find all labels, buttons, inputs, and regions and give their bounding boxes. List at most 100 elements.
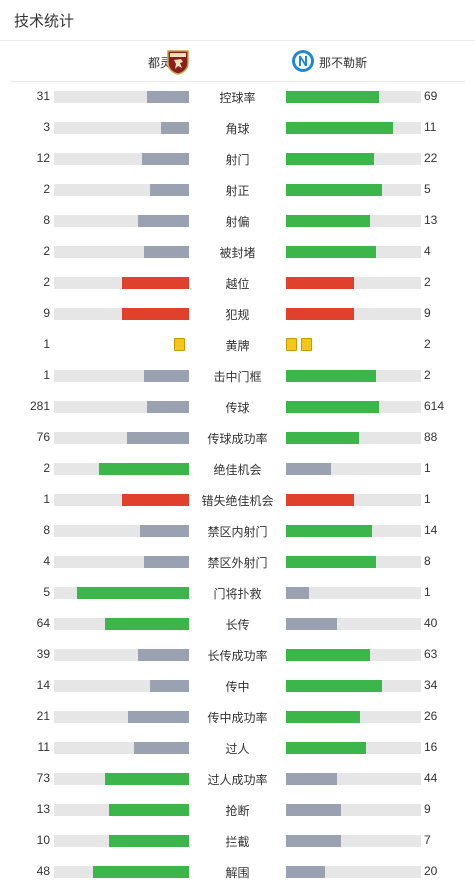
home-stat-value: 2 — [43, 461, 50, 475]
home-bar-track — [54, 277, 189, 289]
home-bar-track — [54, 711, 189, 723]
away-bar-track — [286, 401, 421, 413]
away-bar-fill — [286, 618, 338, 630]
home-stat-value: 2 — [43, 244, 50, 258]
stat-row: 5 门将扑救 1 — [0, 577, 475, 608]
home-bar-track — [54, 494, 189, 506]
away-bar-track — [286, 618, 421, 630]
away-bar-track — [286, 494, 421, 506]
home-stat-value: 12 — [36, 151, 50, 165]
home-stat-value: 39 — [36, 647, 50, 661]
home-stat-value: 1 — [43, 337, 50, 351]
home-bar-fill — [144, 556, 189, 568]
stat-row: 4 禁区外射门 8 — [0, 546, 475, 577]
napoli-crest-icon[interactable] — [291, 49, 315, 73]
home-bar-fill — [149, 184, 189, 196]
away-bar-fill — [286, 866, 326, 878]
stat-row: 21 传中成功率 26 — [0, 701, 475, 732]
stat-row: 64 长传 40 — [0, 608, 475, 639]
home-bar-fill — [121, 494, 189, 506]
home-bar-fill — [105, 618, 189, 630]
stat-row: 12 射门 22 — [0, 143, 475, 174]
stat-label: 门将扑救 — [213, 587, 262, 601]
home-stat-value: 14 — [36, 678, 50, 692]
yellow-card-icon — [286, 338, 297, 351]
stat-row: 1 黄牌 2 — [0, 329, 475, 360]
stat-row: 73 过人成功率 44 — [0, 763, 475, 794]
away-bar-fill — [286, 122, 393, 134]
home-bar-track — [54, 618, 189, 630]
away-bar-fill — [286, 184, 382, 196]
home-stat-value: 1 — [43, 368, 50, 382]
away-bar-track — [286, 680, 421, 692]
home-bar-fill — [93, 866, 189, 878]
stat-row: 8 禁区内射门 14 — [0, 515, 475, 546]
home-team-name[interactable]: 都灵 — [147, 56, 172, 70]
stat-label: 传中 — [225, 680, 250, 694]
home-stat-value: 2 — [43, 275, 50, 289]
stat-label: 拦截 — [225, 835, 250, 849]
stat-row: 8 射偏 13 — [0, 205, 475, 236]
away-bar-fill — [286, 370, 377, 382]
away-bar-fill — [286, 91, 380, 103]
stat-row: 1 击中门框 2 — [0, 360, 475, 391]
away-stat-value: 2 — [424, 368, 431, 382]
home-bar-track — [54, 804, 189, 816]
stat-row: 1 错失绝佳机会 1 — [0, 484, 475, 515]
home-bar-track — [54, 122, 189, 134]
away-bar-fill — [286, 215, 370, 227]
stats-list: 31 控球率 69 3 角球 11 12 射门 22 2 射正 5 8 射偏 13 2 被封堵 4 2 越位 2 9 犯规 9… — [0, 81, 475, 887]
home-bar-fill — [98, 463, 189, 475]
stat-label: 越位 — [225, 277, 250, 291]
away-yellow-cards — [286, 338, 316, 351]
stat-row: 3 角球 11 — [0, 112, 475, 143]
home-bar-fill — [121, 277, 189, 289]
home-stat-value: 1 — [43, 492, 50, 506]
away-bar-track — [286, 463, 421, 475]
away-stat-value: 9 — [424, 802, 431, 816]
away-bar-track — [286, 370, 421, 382]
torino-crest-icon[interactable] — [166, 49, 190, 75]
away-stat-value: 7 — [424, 833, 431, 847]
stat-label: 长传 — [225, 618, 250, 632]
away-team-name[interactable]: 那不勒斯 — [319, 56, 368, 70]
away-bar-track — [286, 246, 421, 258]
home-stat-value: 2 — [43, 182, 50, 196]
away-stat-value: 11 — [424, 120, 437, 134]
away-bar-fill — [286, 246, 377, 258]
away-bar-track — [286, 773, 421, 785]
away-bar-fill — [286, 649, 370, 661]
away-bar-fill — [286, 153, 374, 165]
away-bar-track — [286, 215, 421, 227]
home-bar-track — [54, 370, 189, 382]
home-bar-track — [54, 91, 189, 103]
home-bar-track — [54, 742, 189, 754]
away-stat-value: 44 — [424, 771, 438, 785]
stat-row: 31 控球率 69 — [0, 81, 475, 112]
away-bar-track — [286, 587, 421, 599]
away-stat-value: 34 — [424, 678, 438, 692]
home-stat-value: 4 — [43, 554, 50, 568]
stat-row: 39 长传成功率 63 — [0, 639, 475, 670]
stat-label: 角球 — [225, 122, 250, 136]
home-bar-fill — [121, 308, 189, 320]
stat-row: 281 传球 614 — [0, 391, 475, 422]
away-bar-track — [286, 711, 421, 723]
home-bar-track — [54, 773, 189, 785]
away-stat-value: 1 — [424, 585, 431, 599]
stat-row: 2 越位 2 — [0, 267, 475, 298]
away-stat-value: 614 — [424, 399, 445, 413]
away-bar-track — [286, 122, 421, 134]
home-bar-track — [54, 432, 189, 444]
away-bar-fill — [286, 494, 354, 506]
home-bar-track — [54, 866, 189, 878]
away-bar-fill — [286, 556, 377, 568]
away-bar-fill — [286, 804, 342, 816]
away-stat-value: 40 — [424, 616, 438, 630]
stat-row: 48 解围 20 — [0, 856, 475, 887]
stat-label: 错失绝佳机会 — [201, 494, 274, 508]
away-stat-value: 20 — [424, 864, 438, 878]
stat-label: 禁区外射门 — [207, 556, 268, 570]
away-bar-track — [286, 804, 421, 816]
away-stat-value: 26 — [424, 709, 438, 723]
